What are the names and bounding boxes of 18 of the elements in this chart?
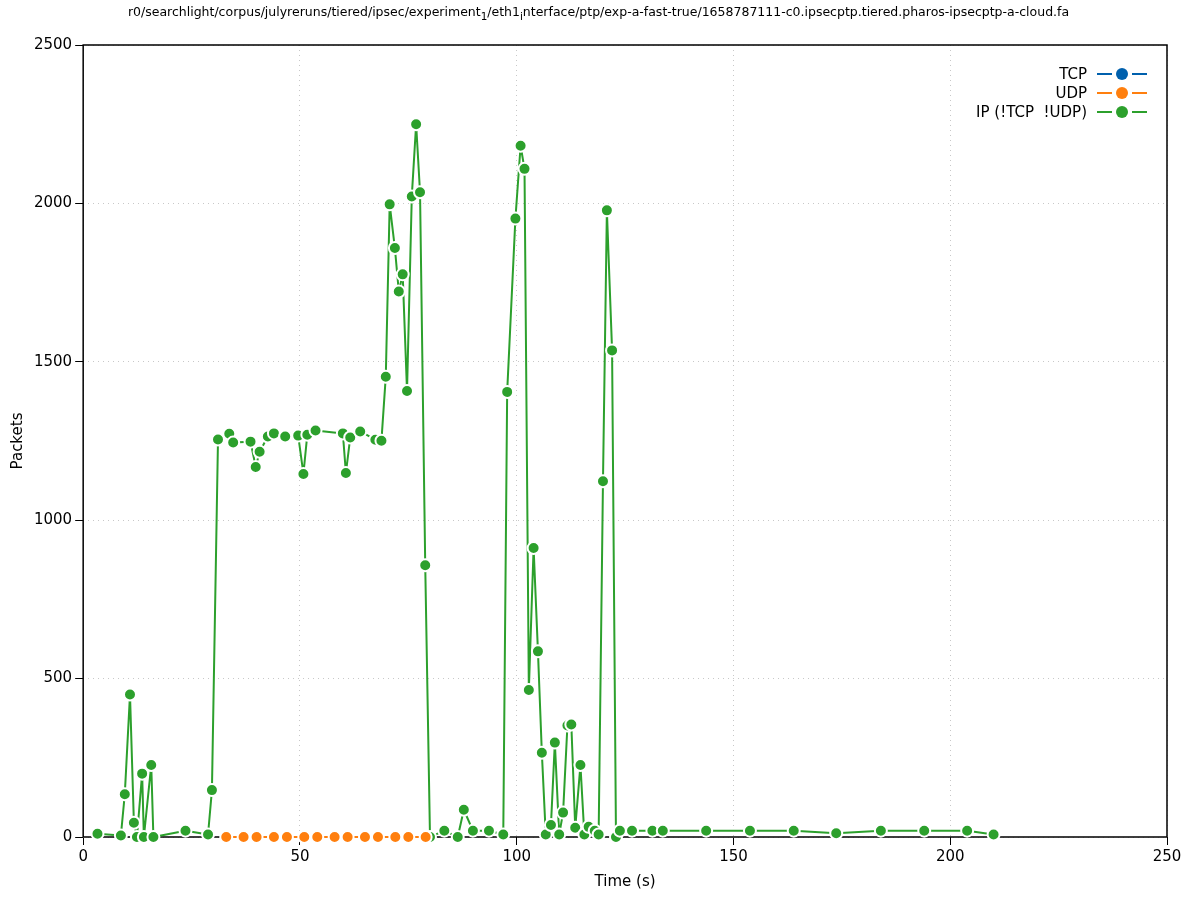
x-tick-label: 100 [502,846,532,865]
x-tick-label: 0 [78,846,88,865]
x-axis-title: Time (s) [593,871,656,890]
legend-label: UDP [1055,83,1087,102]
y-tick-label: 1000 [33,510,73,529]
y-tick-label: 2500 [33,34,73,53]
x-tick-label: 150 [719,846,748,865]
y-tick-label: 500 [43,668,73,687]
y-tick-label: 1500 [33,351,73,370]
chart-title: r0/searchlight/corpus/julyreruns/tiered/ipsec/experiment$_{1}$/eth1$_{i}$nterface/ptp/exp-a-fast-true/1658787111-c0.ipsecptp.tiered.pharos-ipsecptp-a-cloud.fa [126,3,1071,24]
y-axis-title: Packets [7,412,26,470]
x-tick-label: 200 [935,846,965,865]
legend-label: TCP [1059,64,1087,83]
y-tick-label: 2000 [33,193,73,212]
x-tick-label: 50 [290,846,310,865]
y-tick-label: 0 [62,826,73,845]
legend-label: IP (!TCP !UDP) [976,102,1087,121]
x-tick-label: 250 [1152,846,1182,865]
